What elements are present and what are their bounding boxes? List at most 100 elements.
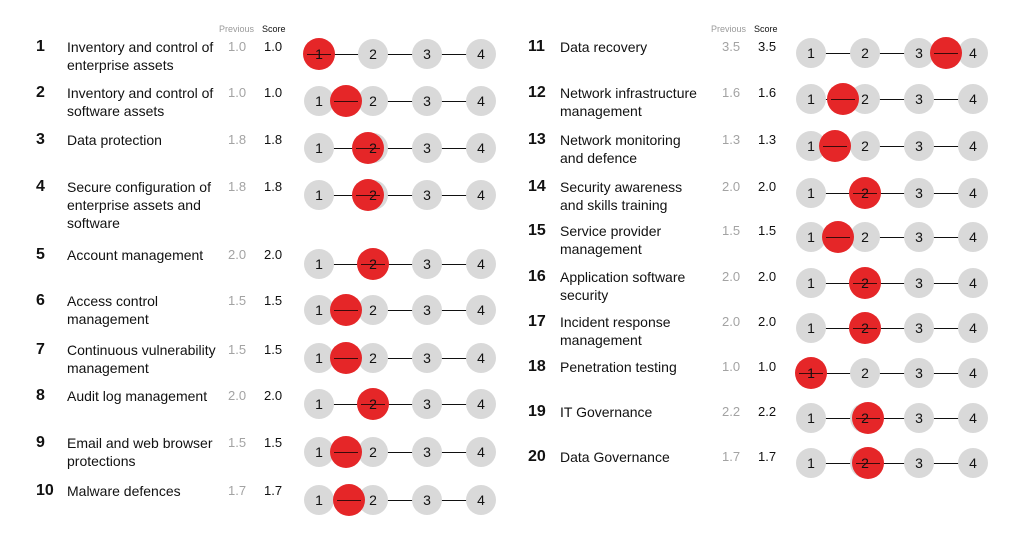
score-marker bbox=[330, 85, 362, 117]
previous-score: 1.0 bbox=[228, 39, 247, 54]
scale-level-2: 2 bbox=[358, 343, 388, 373]
scale-level-2: 2 bbox=[850, 358, 880, 388]
criterion-row: 2 Inventory and control of software asset… bbox=[36, 84, 536, 128]
criterion-number: 17 bbox=[528, 313, 546, 330]
marker-level-label: 2 bbox=[861, 410, 869, 426]
criterion-label: Service provider management bbox=[560, 223, 662, 257]
current-score: 2.0 bbox=[264, 388, 283, 403]
criterion-label: Incident response management bbox=[560, 314, 671, 348]
left-previous-header: Previous bbox=[219, 24, 255, 34]
current-score: 1.3 bbox=[758, 132, 777, 147]
scale-level-4: 4 bbox=[958, 403, 988, 433]
criterion-row: 14 Security awareness and skills training… bbox=[528, 177, 1024, 222]
previous-score: 2.0 bbox=[722, 314, 741, 329]
scale-level-4: 4 bbox=[958, 313, 988, 343]
maturity-scale: 12342 bbox=[304, 388, 496, 420]
scale-level-2: 2 bbox=[850, 222, 880, 252]
scale-line bbox=[811, 327, 973, 329]
current-score: 1.5 bbox=[264, 293, 283, 308]
previous-score: 1.5 bbox=[722, 223, 741, 238]
criterion-label: Data Governance bbox=[560, 449, 670, 465]
current-score: 1.5 bbox=[264, 342, 283, 357]
criterion-number: 15 bbox=[528, 222, 546, 239]
criterion-number: 6 bbox=[36, 292, 45, 309]
scale-line bbox=[319, 403, 481, 405]
scale-level-3: 3 bbox=[412, 295, 442, 325]
scale-line bbox=[811, 52, 973, 54]
scale-line bbox=[319, 309, 481, 311]
current-score: 1.8 bbox=[264, 132, 283, 147]
current-score: 1.0 bbox=[264, 85, 283, 100]
score-marker bbox=[332, 484, 365, 516]
scale-level-4: 4 bbox=[958, 222, 988, 252]
criterion-label: Continuous vulnerability management bbox=[67, 342, 216, 376]
previous-score: 1.6 bbox=[722, 85, 741, 100]
scale-level-2: 2 bbox=[358, 295, 388, 325]
previous-score: 1.0 bbox=[228, 85, 247, 100]
scale-level-2: 2 bbox=[358, 86, 388, 116]
maturity-scale: 12342 bbox=[796, 447, 988, 479]
score-marker bbox=[819, 130, 852, 162]
previous-score: 2.0 bbox=[722, 269, 741, 284]
maturity-scale: 12342 bbox=[796, 177, 988, 209]
scale-level-2: 2 bbox=[358, 39, 388, 69]
marker-level-label: 2 bbox=[369, 187, 377, 203]
criterion-number: 7 bbox=[36, 341, 45, 358]
criterion-number: 11 bbox=[528, 38, 545, 55]
scale-level-3: 3 bbox=[412, 249, 442, 279]
scale-level-4: 4 bbox=[466, 249, 496, 279]
marker-level-label: 1 bbox=[807, 365, 815, 381]
current-score: 1.8 bbox=[264, 179, 283, 194]
criterion-number: 1 bbox=[36, 38, 45, 55]
criterion-label: Data recovery bbox=[560, 39, 648, 55]
criterion-number: 19 bbox=[528, 403, 546, 420]
criterion-label: Inventory and control of software assets bbox=[67, 85, 214, 119]
criterion-number: 18 bbox=[528, 358, 546, 375]
current-score: 2.0 bbox=[758, 314, 777, 329]
criterion-label: Audit log management bbox=[67, 388, 208, 404]
scale-level-3: 3 bbox=[412, 343, 442, 373]
scale-level-1: 1 bbox=[304, 133, 334, 163]
scale-line bbox=[811, 236, 973, 238]
score-marker bbox=[822, 221, 854, 253]
criterion-row: 7 Continuous vulnerability management 1.5 1… bbox=[36, 341, 536, 385]
score-marker bbox=[851, 402, 884, 434]
criterion-label: Network infrastructure management bbox=[560, 85, 697, 119]
scale-level-1: 1 bbox=[796, 268, 826, 298]
scale-level-3: 3 bbox=[412, 389, 442, 419]
scale-level-4: 4 bbox=[958, 131, 988, 161]
previous-score: 3.5 bbox=[722, 39, 741, 54]
marker-level-label: 2 bbox=[861, 275, 869, 291]
current-score: 1.7 bbox=[758, 449, 777, 464]
scale-line bbox=[319, 357, 481, 359]
criterion-number: 8 bbox=[36, 387, 45, 404]
marker-level-label: 2 bbox=[369, 256, 377, 272]
scale-level-4: 4 bbox=[466, 133, 496, 163]
criterion-row: 16 Application software security 2.0 2.0 1 2 3… bbox=[528, 267, 1024, 312]
previous-score: 1.8 bbox=[228, 132, 247, 147]
scale-level-3: 3 bbox=[412, 39, 442, 69]
marker-level-label: 2 bbox=[369, 396, 377, 412]
criterion-number: 2 bbox=[36, 84, 45, 101]
scale-level-4: 4 bbox=[466, 437, 496, 467]
maturity-scale: 12342 bbox=[304, 248, 496, 280]
score-marker bbox=[827, 83, 860, 115]
criterion-label: Inventory and control of enterprise asse… bbox=[67, 39, 214, 73]
previous-score: 1.3 bbox=[722, 132, 741, 147]
scale-level-3: 3 bbox=[904, 313, 934, 343]
scale-line bbox=[319, 499, 481, 501]
score-marker bbox=[351, 132, 384, 164]
previous-score: 2.0 bbox=[722, 179, 741, 194]
scale-line bbox=[319, 53, 481, 55]
scale-level-1: 1 bbox=[796, 448, 826, 478]
scale-level-1: 1 bbox=[796, 222, 826, 252]
score-marker bbox=[303, 38, 335, 70]
right-score-header: Score bbox=[754, 24, 778, 34]
scale-level-2: 2 bbox=[850, 131, 880, 161]
scale-level-1: 1 bbox=[304, 249, 334, 279]
